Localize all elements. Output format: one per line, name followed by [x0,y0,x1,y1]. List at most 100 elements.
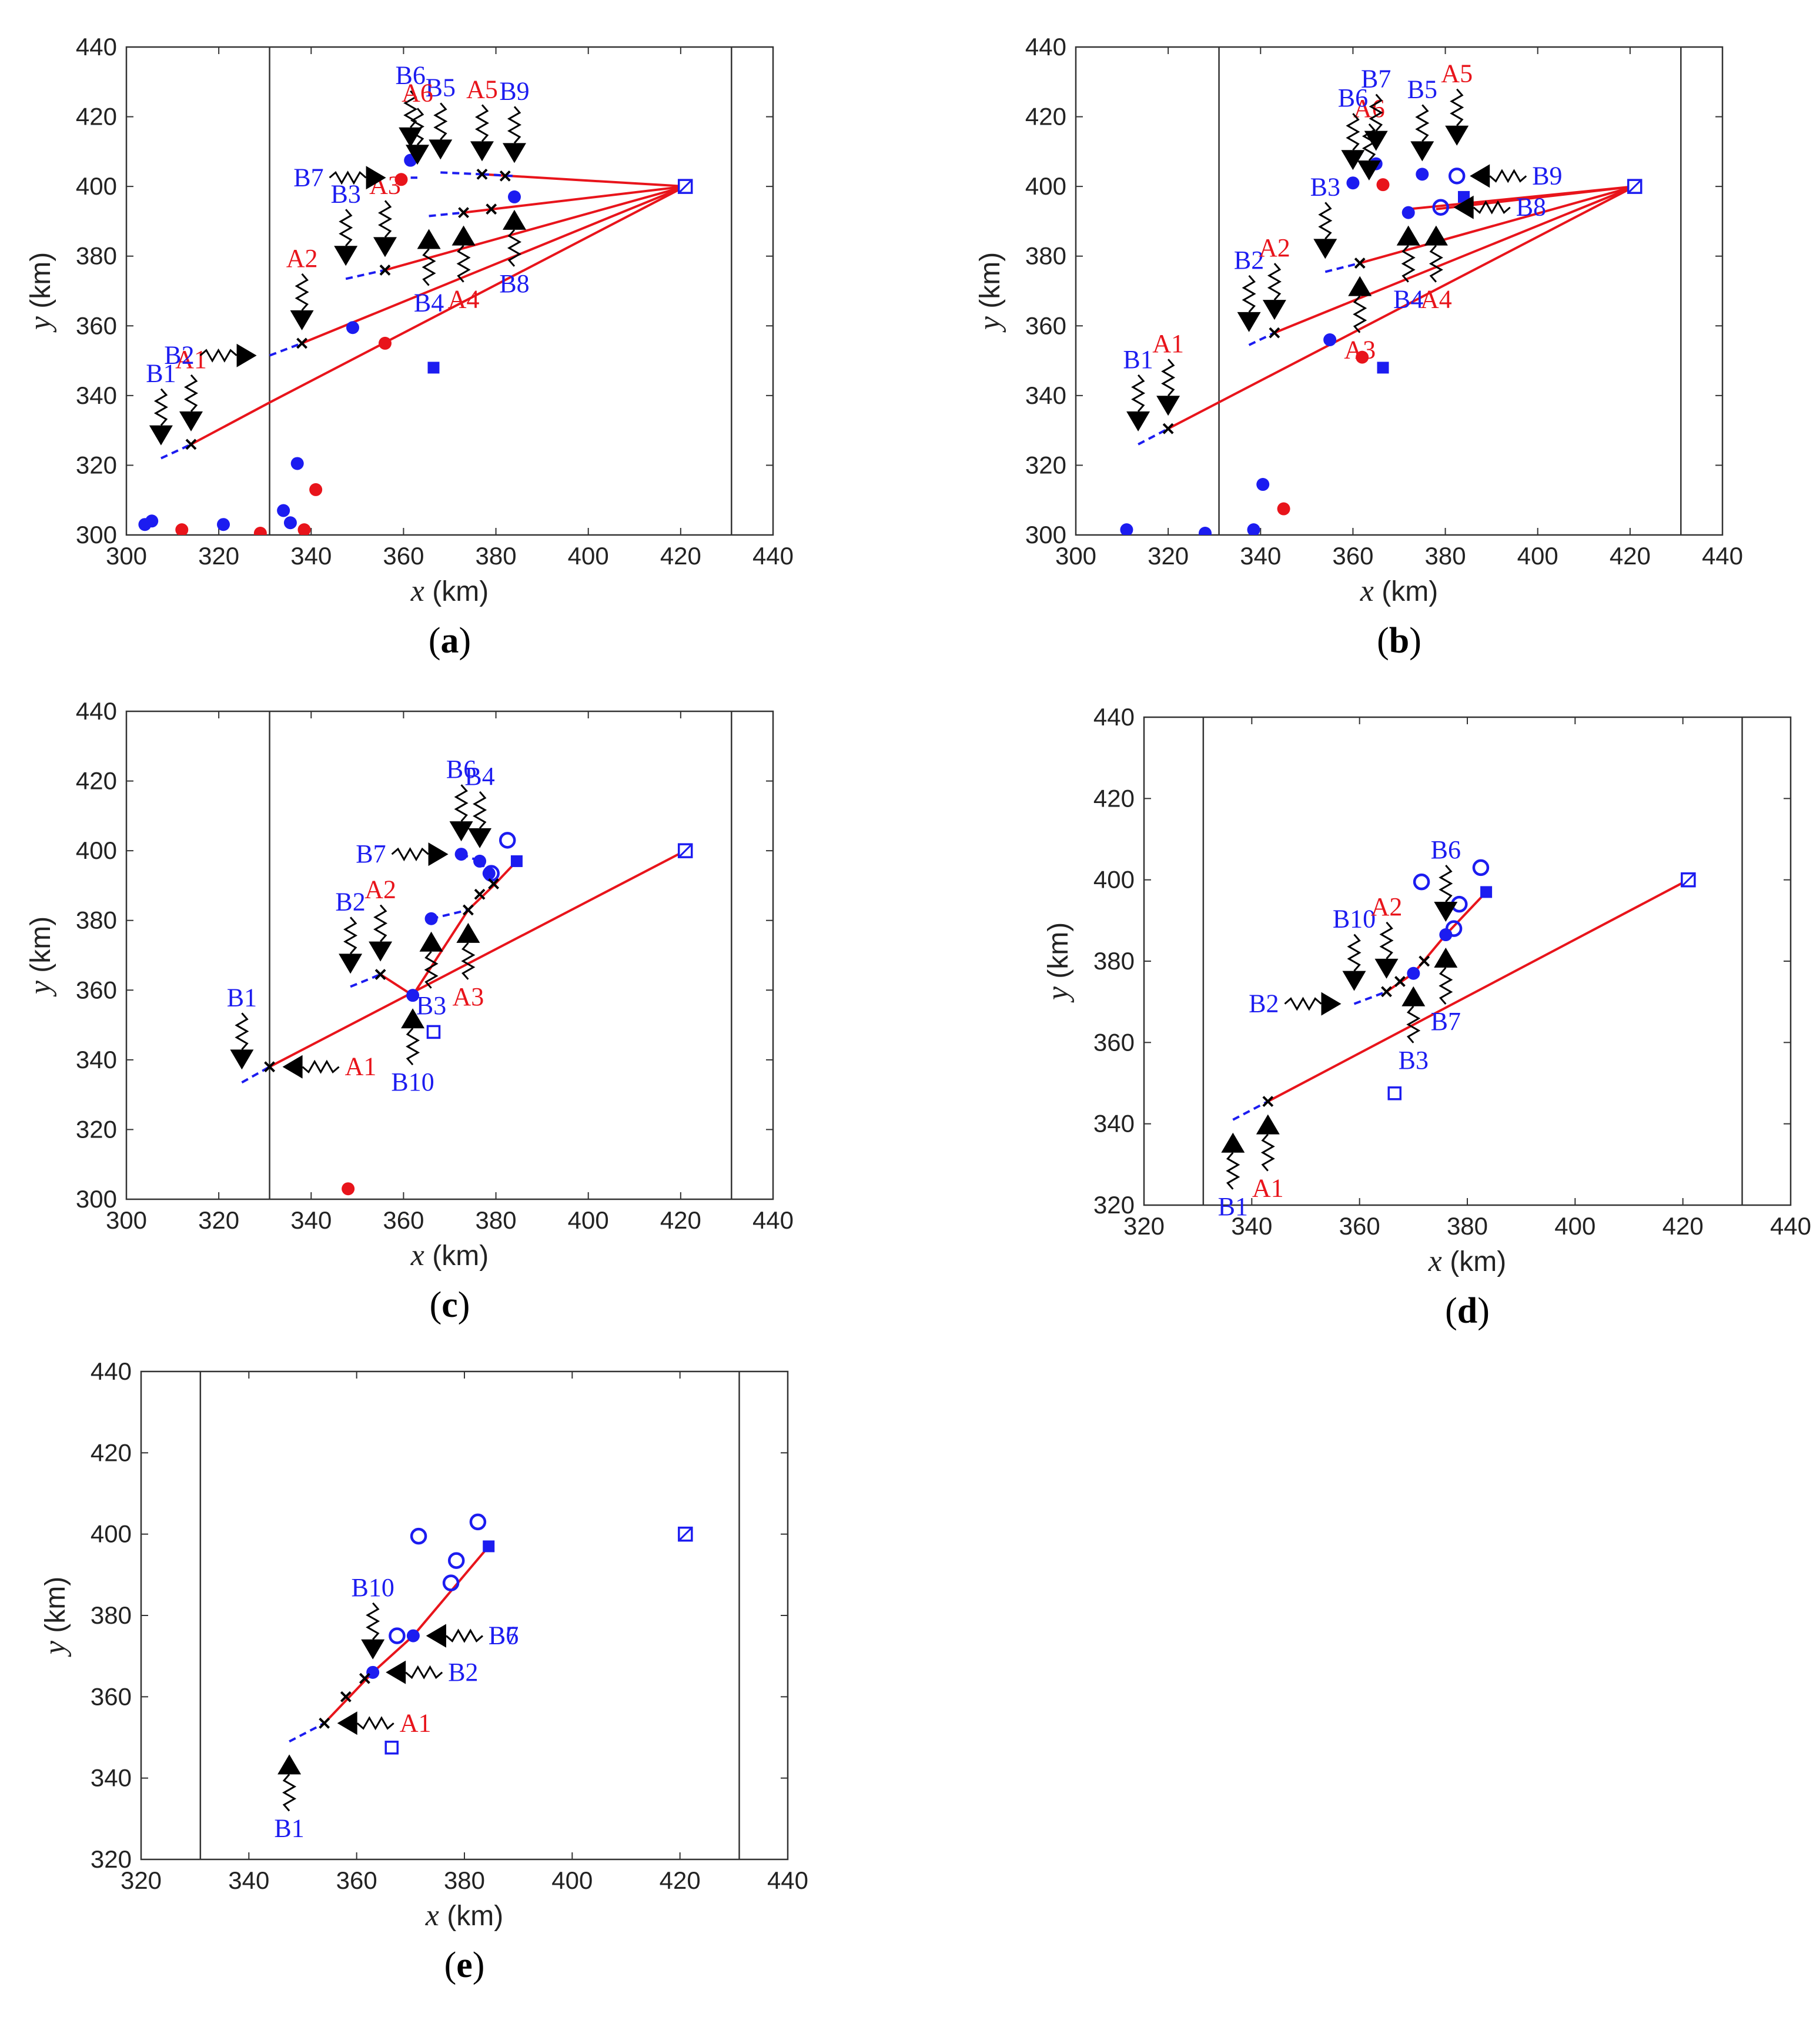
y-tick-label: 420 [1025,103,1066,131]
red-ray-line [269,849,686,1068]
x-tick-label: 400 [568,1206,609,1234]
x-tick-label: 360 [383,542,424,570]
red-filled-point [342,1182,355,1196]
red-ray-line [1274,185,1635,334]
x-axis-label-unit: (km) [424,576,489,607]
blue-open-point [1472,859,1490,877]
panel-caption: (d) [1445,1291,1490,1331]
arrow-wavy-tail [507,229,522,267]
y-tick-label: 360 [91,1682,132,1710]
arrow-head [1237,312,1261,332]
y-tick-label: 440 [91,1357,132,1385]
arrow-wavy-tail [377,200,393,238]
axes-frame [1075,46,1724,536]
y-axis-label: y (km) [38,1577,72,1657]
x-mark [474,888,486,900]
blue-filled-point [1439,928,1453,942]
blue-dashed-segment [481,173,515,178]
y-tick-label: 320 [91,1845,132,1873]
x-mark [185,439,197,450]
x-tick-label: 440 [752,1206,794,1234]
arrow-label: B8 [1516,193,1546,222]
x-axis-label-unit: (km) [439,1901,503,1932]
blue-open-point [1445,920,1463,937]
arrow-head [1424,225,1448,246]
x-tick-label: 440 [767,1866,808,1894]
red-filled-point [379,336,392,350]
data-layer [1232,859,1696,1121]
x-axis-label: x (km) [410,574,489,608]
arrow-head [334,246,358,266]
arrow-wavy-tail [1439,967,1453,1005]
arrow-label: B10 [352,1573,394,1602]
arrow-label: B6 [489,1621,519,1650]
x-tick-label: 340 [1231,1212,1272,1240]
arrow-head [277,1754,302,1775]
x-tick-label: 440 [1702,542,1743,570]
arrow-wavy-tail [1318,202,1333,240]
x-tick-label: 320 [1123,1212,1165,1240]
panel-caption: (b) [1377,621,1421,661]
x-tick-label: 420 [1663,1212,1704,1240]
arrow-label: B8 [499,269,529,298]
y-tick-label: 340 [1025,382,1066,409]
arrow-wavy-tail [422,248,436,286]
caption-open: ( [430,1285,442,1325]
red-filled-point [1356,350,1369,364]
caption-letter: d [1457,1291,1477,1331]
arrow-wavy-tail [1131,374,1146,412]
y-axis-label-unit: (km) [25,916,56,981]
arrow-label: B6 [396,61,426,90]
y-tick-label: 420 [76,103,117,131]
arrow-wavy-tail [1473,200,1511,215]
blue-dashed-segment [345,269,386,280]
arrow-label: A1 [1152,329,1184,358]
arrow-wavy-tail [1260,1133,1275,1172]
arrow-head [369,941,393,962]
arrow-wavy-tail [1401,245,1416,283]
blue-dashed-segment [1138,427,1169,446]
blue-dashed-segment [1248,332,1275,346]
y-tick-label: 420 [76,767,117,795]
source-square-diagonal [1627,179,1642,194]
blue-open-point [499,832,516,849]
arrow-wavy-tail [153,388,168,426]
arrow-wavy-tail [183,374,199,412]
arrow-label: A4 [448,285,480,314]
red-filled-point [309,483,323,496]
x-tick-label: 360 [1339,1212,1380,1240]
arrow-wavy-tail [1429,245,1443,283]
arrow-head [1364,131,1388,151]
arrow-wavy-tail [403,90,418,128]
x-axis-label: x (km) [410,1239,489,1272]
arrow-head [373,237,397,257]
y-axis-label: y (km) [24,916,57,997]
arrow-label: A2 [286,244,318,273]
arrow-wavy-tail [373,904,388,942]
arrow-wavy-tail [445,1628,483,1643]
arrow-head [426,1624,446,1648]
arrow-wavy-tail [1353,295,1367,333]
y-axis-label-unit: (km) [1043,922,1074,986]
x-mark [1162,423,1174,434]
arrow-wavy-tail [1379,921,1394,959]
arrow-label: B5 [426,73,456,102]
x-tick-label: 320 [198,542,239,570]
blue-dashed-segment [350,973,381,988]
arrow-wavy-tail [433,102,448,140]
blue-open-point [389,1627,406,1644]
y-tick-label: 360 [1025,312,1066,339]
arrow-wavy-tail [1161,359,1176,397]
x-axis-label-var: x [425,1899,439,1932]
x-tick-label: 380 [1447,1212,1488,1240]
y-axis-label-var: y [38,1640,72,1657]
arrow-label: A1 [175,345,207,374]
y-tick-label: 300 [76,1185,117,1213]
x-tick-label: 360 [1332,542,1373,570]
arrow-wavy-tail [339,209,353,247]
blue-open-point [1432,199,1449,216]
arrow-head [290,310,314,330]
arrow-label: B4 [464,762,494,791]
y-tick-label: 340 [91,1764,132,1792]
x-tick-label: 300 [1055,542,1096,570]
